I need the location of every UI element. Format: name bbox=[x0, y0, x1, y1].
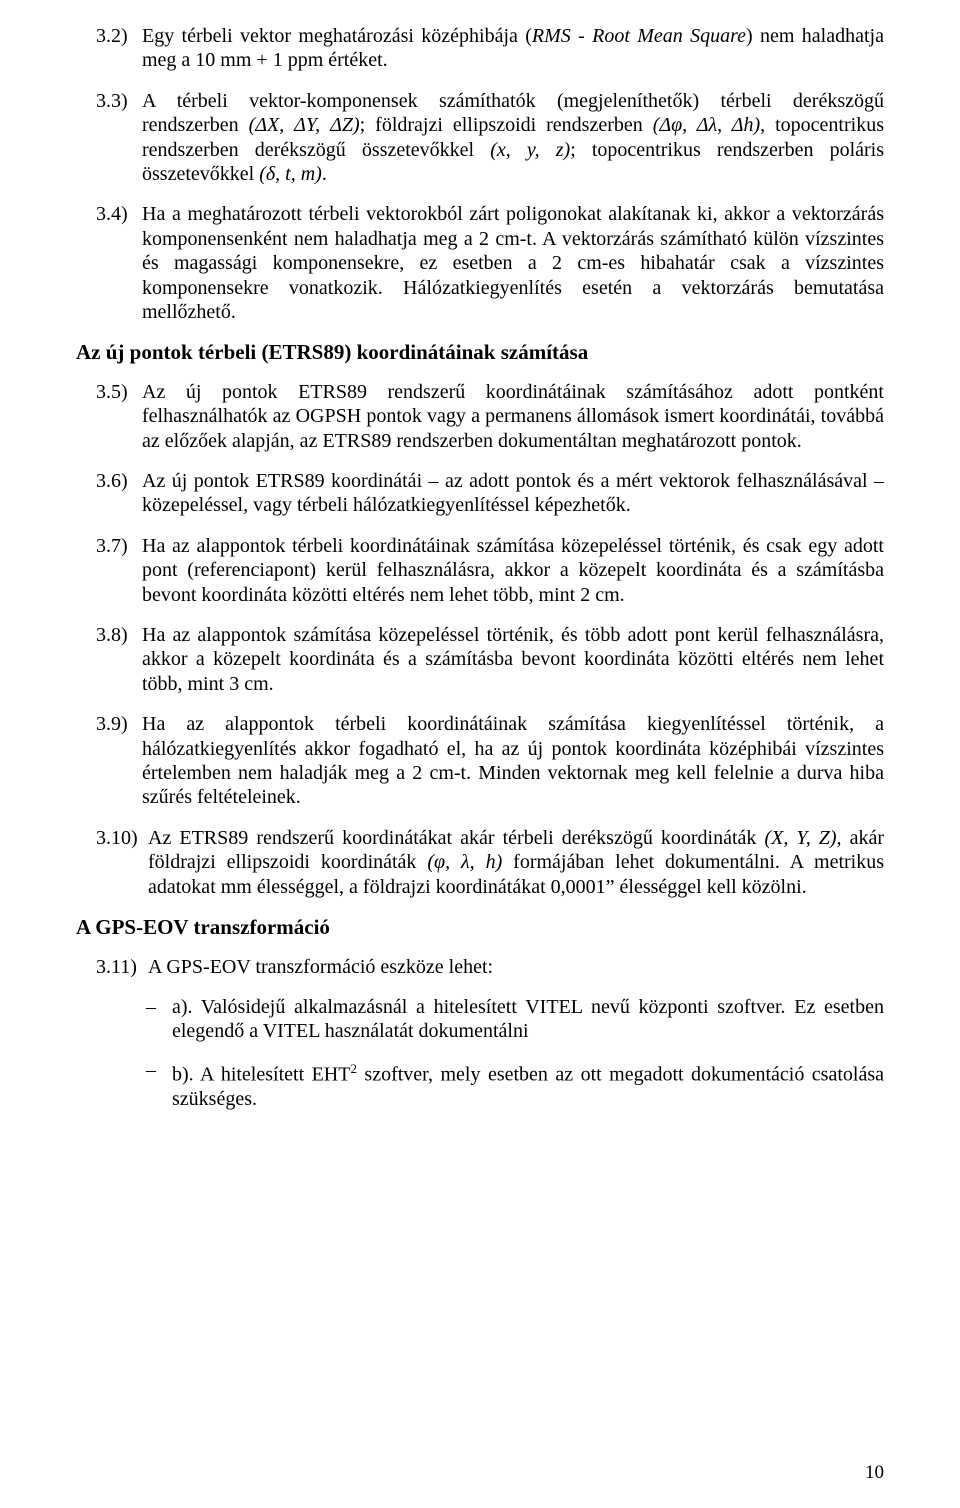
section-heading-etrs89: Az új pontok térbeli (ETRS89) koordinátá… bbox=[76, 340, 884, 366]
item-number: 3.6) bbox=[96, 469, 142, 518]
sub-list-item: – a). Valósidejű alkalmazásnál a hiteles… bbox=[146, 995, 884, 1044]
dash-icon: – bbox=[146, 1058, 172, 1111]
item-number: 3.9) bbox=[96, 712, 142, 810]
sub-list: – a). Valósidejű alkalmazásnál a hiteles… bbox=[76, 995, 884, 1111]
item-number: 3.3) bbox=[96, 89, 142, 187]
section-etrs89-items: 3.5) Az új pontok ETRS89 rendszerű koord… bbox=[76, 380, 884, 899]
list-item: 3.10) Az ETRS89 rendszerű koordinátákat … bbox=[96, 826, 884, 899]
list-item: 3.5) Az új pontok ETRS89 rendszerű koord… bbox=[96, 380, 884, 453]
item-text: Az ETRS89 rendszerű koordinátákat akár t… bbox=[148, 826, 884, 899]
section-heading-gps-eov: A GPS-EOV transzformáció bbox=[76, 915, 884, 941]
item-number: 3.10) bbox=[96, 826, 148, 899]
list-item: 3.3) A térbeli vektor-komponensek számít… bbox=[96, 89, 884, 187]
item-text: Az új pontok ETRS89 rendszerű koordinátá… bbox=[142, 380, 884, 453]
list-item: 3.2) Egy térbeli vektor meghatározási kö… bbox=[96, 24, 884, 73]
item-text: Ha a meghatározott térbeli vektorokból z… bbox=[142, 202, 884, 324]
sub-item-text: b). A hitelesített EHT2 szoftver, mely e… bbox=[172, 1058, 884, 1111]
list-item: 3.6) Az új pontok ETRS89 koordinátái – a… bbox=[96, 469, 884, 518]
list-item: 3.4) Ha a meghatározott térbeli vektorok… bbox=[96, 202, 884, 324]
item-number: 3.8) bbox=[96, 623, 142, 696]
item-text: Ha az alappontok térbeli koordinátáinak … bbox=[142, 534, 884, 607]
list-item: 3.9) Ha az alappontok térbeli koordinátá… bbox=[96, 712, 884, 810]
section-gps-eov-items: 3.11) A GPS-EOV transzformáció eszköze l… bbox=[76, 955, 884, 979]
page-number: 10 bbox=[865, 1461, 884, 1484]
sub-item-text: a). Valósidejű alkalmazásnál a hitelesít… bbox=[172, 995, 884, 1044]
list-item: 3.11) A GPS-EOV transzformáció eszköze l… bbox=[96, 955, 884, 979]
page: 3.2) Egy térbeli vektor meghatározási kö… bbox=[0, 0, 960, 1508]
item-text: Ha az alappontok számítása közepeléssel … bbox=[142, 623, 884, 696]
dash-icon: – bbox=[146, 995, 172, 1044]
item-number: 3.4) bbox=[96, 202, 142, 324]
item-number: 3.11) bbox=[96, 955, 148, 979]
item-text: A GPS-EOV transzformáció eszköze lehet: bbox=[148, 955, 884, 979]
item-text: Ha az alappontok térbeli koordinátáinak … bbox=[142, 712, 884, 810]
item-text: Egy térbeli vektor meghatározási középhi… bbox=[142, 24, 884, 73]
item-number: 3.2) bbox=[96, 24, 142, 73]
item-text: A térbeli vektor-komponensek számíthatók… bbox=[142, 89, 884, 187]
list-item: 3.8) Ha az alappontok számítása közepelé… bbox=[96, 623, 884, 696]
item-number: 3.7) bbox=[96, 534, 142, 607]
list-item: 3.7) Ha az alappontok térbeli koordinátá… bbox=[96, 534, 884, 607]
section-3-items: 3.2) Egy térbeli vektor meghatározási kö… bbox=[76, 24, 884, 324]
sub-list-item: – b). A hitelesített EHT2 szoftver, mely… bbox=[146, 1058, 884, 1111]
item-number: 3.5) bbox=[96, 380, 142, 453]
item-text: Az új pontok ETRS89 koordinátái – az ado… bbox=[142, 469, 884, 518]
